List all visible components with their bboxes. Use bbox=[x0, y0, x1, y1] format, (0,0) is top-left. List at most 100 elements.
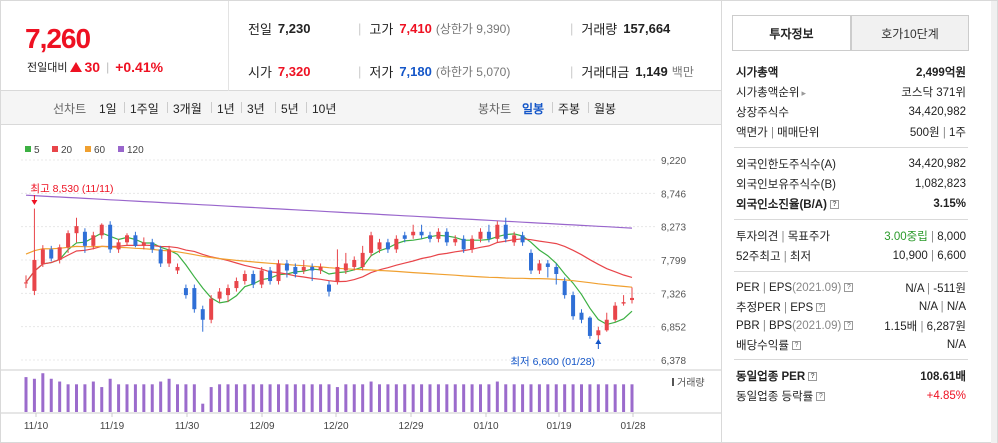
volume-bar bbox=[588, 384, 592, 412]
help-icon[interactable]: ? bbox=[816, 392, 826, 402]
price-summary: 7,260 전일대비 30 | +0.41% 전일 7,230 | 고가 7,410 (상… bbox=[1, 1, 722, 91]
chevron-right-icon[interactable]: ▸ bbox=[801, 88, 807, 98]
info-label-text-2: BPS bbox=[769, 320, 793, 332]
candle-body bbox=[82, 231, 87, 246]
volume-bar bbox=[512, 384, 516, 412]
info-label: PER | EPS(2021.09)? bbox=[736, 282, 854, 294]
tab-order-book[interactable]: 호가10단계 bbox=[851, 15, 969, 51]
candle-period-button[interactable]: 주봉 bbox=[558, 102, 581, 116]
help-icon[interactable]: ? bbox=[816, 303, 826, 313]
info-label: 시가총액 bbox=[736, 64, 778, 80]
volume-bar bbox=[453, 384, 457, 412]
volume-bar bbox=[546, 384, 550, 412]
volume-bar bbox=[563, 384, 567, 412]
volume-bar bbox=[75, 384, 78, 412]
candle-body bbox=[352, 259, 357, 267]
candle-period-button[interactable]: 일봉 bbox=[522, 102, 545, 116]
volume-bar bbox=[41, 373, 45, 412]
candle-body bbox=[242, 274, 247, 282]
info-row: 상장주식수 34,420,982 bbox=[736, 103, 966, 121]
x-tick-label: 01/28 bbox=[620, 421, 645, 432]
period-button[interactable]: 10년 bbox=[312, 102, 337, 116]
quote-cell: | 고가 7,410 (상한가 9,390) bbox=[358, 18, 510, 38]
help-icon[interactable]: ? bbox=[829, 200, 839, 210]
help-icon[interactable]: ? bbox=[808, 372, 818, 382]
info-value: N/A | -511원 bbox=[905, 280, 966, 296]
volume-bar bbox=[192, 384, 196, 412]
volume-bar bbox=[302, 384, 306, 412]
info-label-text-2: 매매단위 bbox=[777, 127, 820, 139]
quote-value: 1,149 bbox=[635, 63, 668, 79]
info-label: 액면가 | 매매단위 bbox=[736, 124, 819, 140]
current-price-box: 7,260 전일대비 30 | +0.41% bbox=[1, 1, 229, 91]
candle-period-divider bbox=[552, 102, 553, 113]
info-label-text: 동일업종 등락률 bbox=[736, 391, 814, 403]
period-button[interactable]: 3년 bbox=[247, 102, 265, 116]
x-tick-label: 12/20 bbox=[323, 421, 348, 432]
candle-body bbox=[318, 266, 323, 271]
help-icon[interactable]: ? bbox=[791, 341, 801, 351]
info-label-text: PER bbox=[736, 282, 760, 294]
x-tick-label: 12/09 bbox=[249, 421, 274, 432]
info-row: 액면가 | 매매단위 500원 | 1주 bbox=[736, 123, 966, 141]
period-button[interactable]: 1주일 bbox=[130, 102, 159, 116]
tab-investment-info[interactable]: 투자정보 bbox=[732, 15, 851, 51]
legend-label: 60 bbox=[94, 145, 106, 156]
help-icon[interactable]: ? bbox=[844, 283, 854, 293]
x-tick-label: 11/10 bbox=[24, 421, 49, 432]
volume-bar bbox=[445, 384, 449, 412]
volume-bar bbox=[487, 384, 491, 412]
info-value: 코스닥 371위 bbox=[901, 84, 966, 100]
volume-bar bbox=[49, 378, 53, 412]
scrollbar[interactable] bbox=[991, 1, 997, 443]
period-divider bbox=[241, 102, 242, 113]
volume-bar bbox=[344, 384, 348, 412]
candle-body bbox=[545, 263, 550, 267]
info-row: 투자의견 | 목표주가 3.00중립 | 8,000 bbox=[736, 227, 966, 245]
info-value-divider: | bbox=[927, 231, 938, 243]
period-button[interactable]: 1일 bbox=[99, 102, 117, 116]
period-button[interactable]: 3개월 bbox=[173, 102, 202, 116]
info-label-text: 배당수익률 bbox=[736, 340, 789, 352]
candle-body bbox=[200, 309, 205, 320]
info-value-text: 500원 bbox=[909, 127, 940, 139]
candle-body bbox=[478, 231, 483, 239]
volume-bar bbox=[428, 384, 432, 412]
candle-body bbox=[579, 312, 584, 320]
candle-body bbox=[327, 284, 331, 292]
volume-bar bbox=[622, 384, 626, 412]
quote-label: 저가 bbox=[369, 64, 394, 80]
volume-label: 거래량 bbox=[677, 377, 705, 389]
info-value: 3.15% bbox=[933, 198, 966, 210]
candle-body bbox=[259, 270, 264, 285]
info-label: 외국인한도주식수(A) bbox=[736, 156, 836, 172]
chart-toolbar: 선차트 1일 1주일 3개월 1년 3년 5년 10년 봉차트 일봉 주봉 월봉 bbox=[1, 91, 722, 125]
candle-body bbox=[66, 233, 71, 248]
period-button[interactable]: 5년 bbox=[281, 102, 299, 116]
y-tick-label: 7,799 bbox=[661, 256, 686, 267]
legend-label: 5 bbox=[34, 145, 40, 156]
info-value: 34,420,982 bbox=[908, 158, 966, 170]
volume-bar bbox=[495, 381, 499, 412]
line-chart-label[interactable]: 선차트 bbox=[53, 102, 87, 116]
candle-period-button[interactable]: 월봉 bbox=[594, 102, 617, 116]
info-value-text-2: -511원 bbox=[933, 283, 966, 295]
help-icon[interactable]: ? bbox=[844, 321, 854, 331]
info-value-text: 코스닥 371위 bbox=[901, 87, 966, 99]
candle-body bbox=[57, 247, 62, 260]
quote-cell: | 거래대금 1,149 백만 bbox=[570, 61, 694, 81]
x-tick-label: 11/30 bbox=[175, 421, 200, 432]
info-row: 배당수익률? N/A bbox=[736, 336, 966, 354]
info-value: N/A bbox=[947, 339, 966, 351]
candle-body bbox=[24, 282, 28, 284]
info-divider bbox=[734, 359, 968, 360]
volume-bar bbox=[285, 384, 289, 412]
info-label-text: 외국인보유주식수(B) bbox=[736, 179, 836, 191]
volume-bar bbox=[529, 384, 533, 412]
volume-bar bbox=[479, 384, 482, 412]
info-value: 1,082,823 bbox=[915, 178, 966, 190]
period-button[interactable]: 1년 bbox=[217, 102, 235, 116]
x-tick-label: 01/10 bbox=[473, 421, 498, 432]
candle-body bbox=[428, 235, 432, 239]
candle-chart-label[interactable]: 봉차트 bbox=[478, 102, 512, 116]
